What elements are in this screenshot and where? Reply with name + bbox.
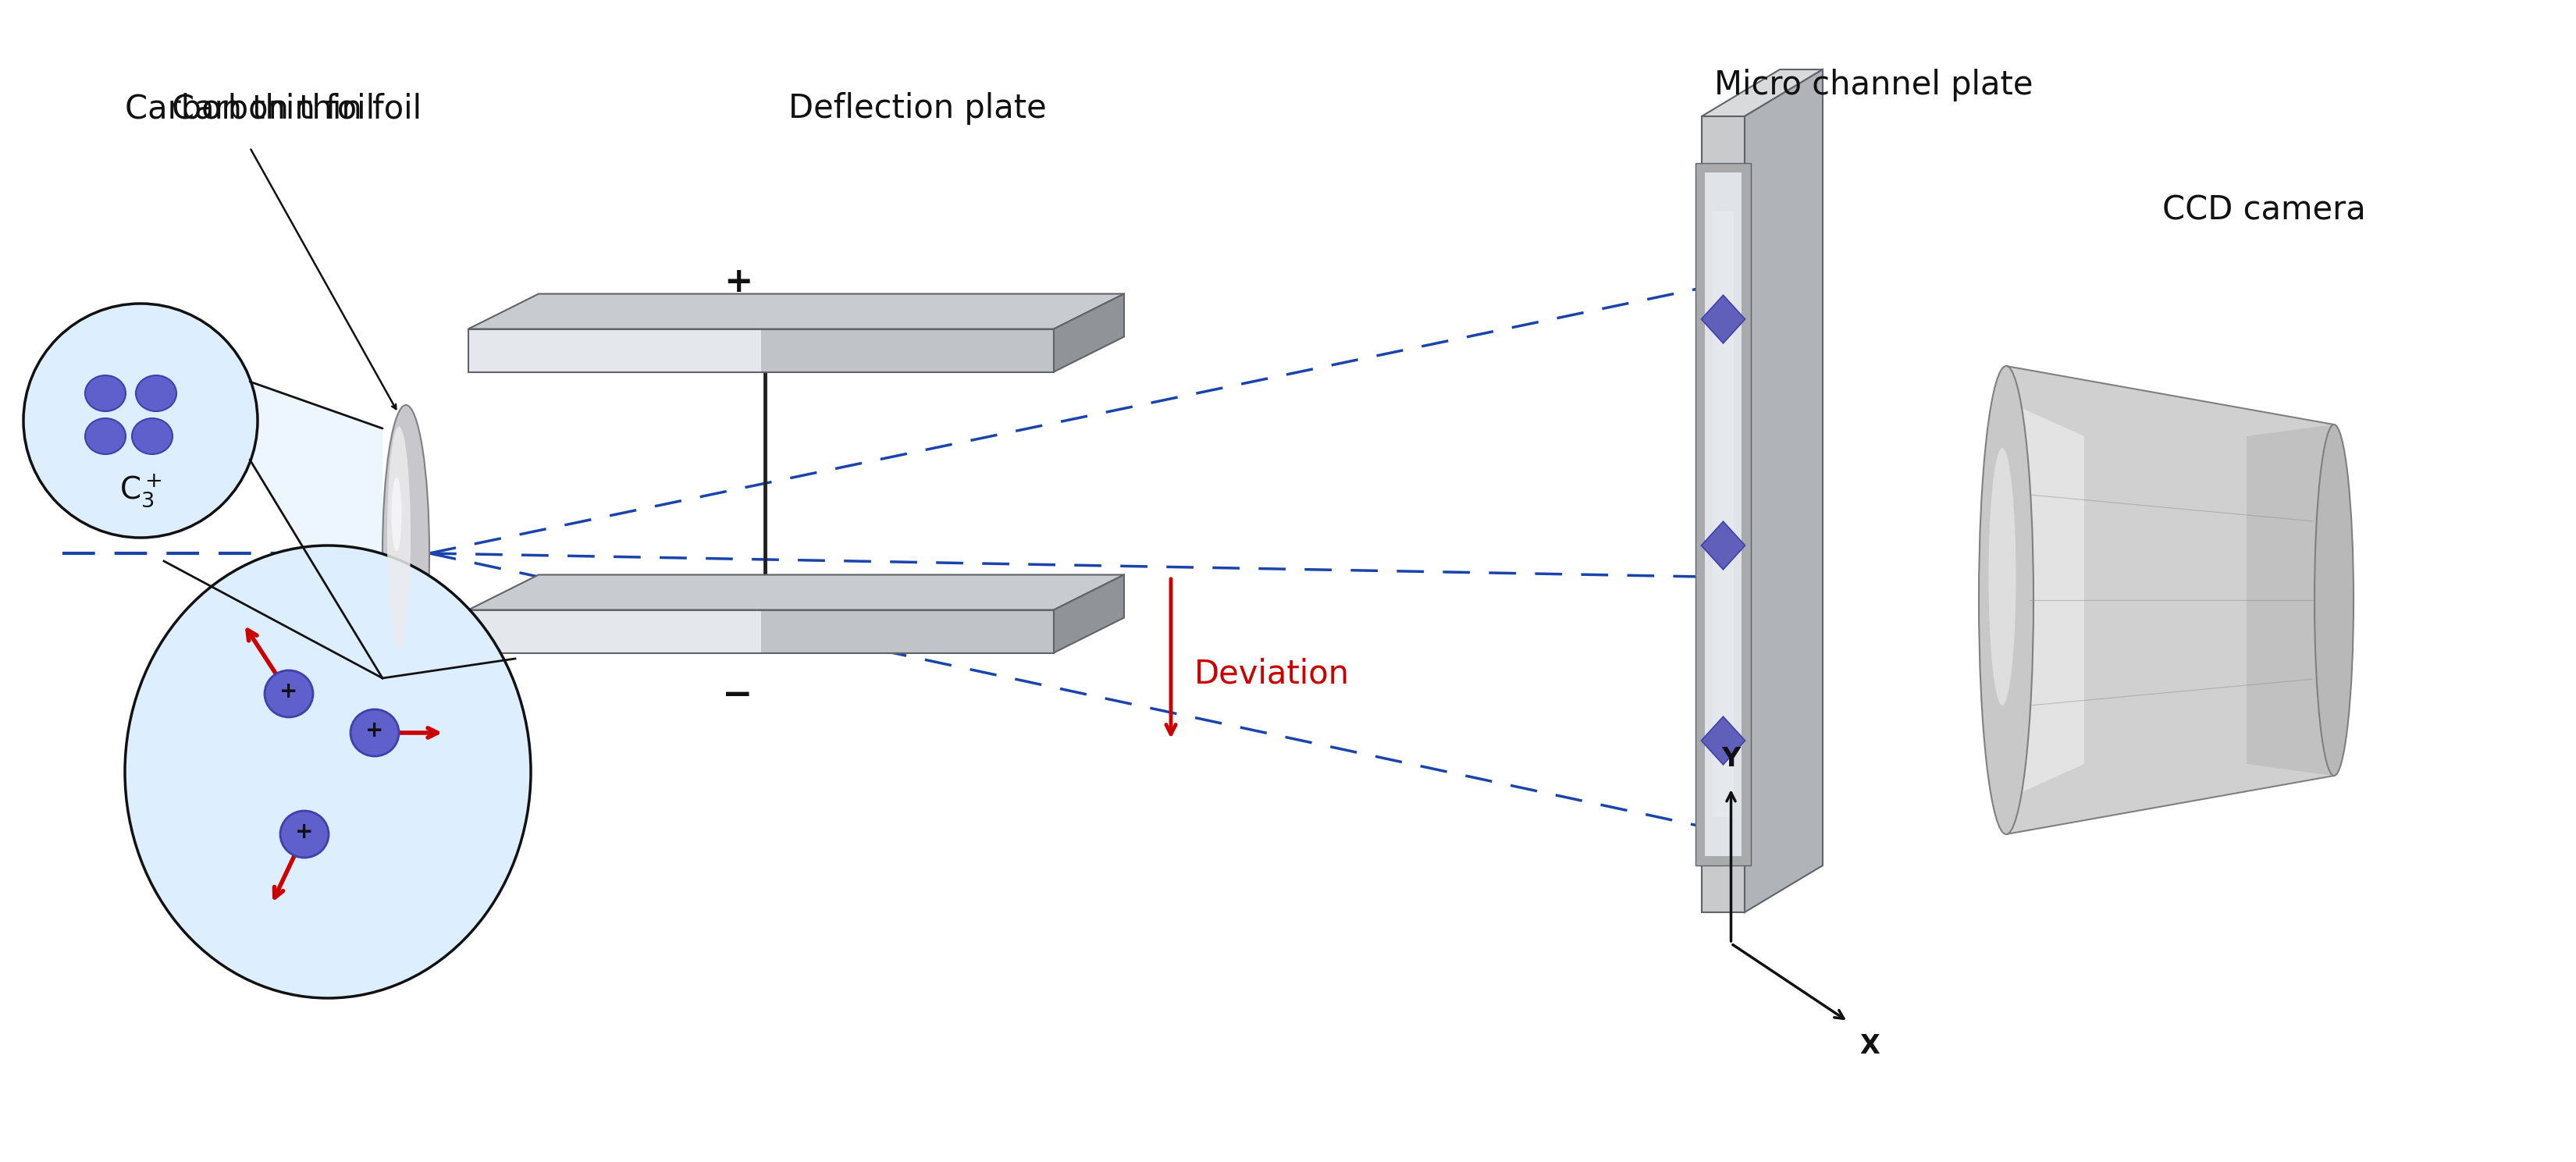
Text: +: +	[296, 822, 314, 842]
Polygon shape	[760, 329, 1054, 372]
Ellipse shape	[1978, 366, 2032, 834]
Polygon shape	[760, 610, 1054, 653]
Polygon shape	[1700, 522, 1744, 569]
Ellipse shape	[350, 709, 399, 756]
Ellipse shape	[2313, 424, 2354, 776]
Text: −: −	[721, 679, 752, 713]
Ellipse shape	[85, 418, 126, 454]
Ellipse shape	[23, 303, 258, 538]
Polygon shape	[1703, 70, 1824, 116]
Ellipse shape	[137, 375, 175, 411]
Polygon shape	[469, 294, 1123, 329]
Polygon shape	[1700, 717, 1744, 765]
Ellipse shape	[85, 375, 126, 411]
Text: $\mathregular{C_3^+}$: $\mathregular{C_3^+}$	[118, 473, 162, 509]
Polygon shape	[1054, 575, 1123, 653]
Polygon shape	[1705, 172, 1741, 856]
Text: Micro channel plate: Micro channel plate	[1713, 69, 2032, 101]
Polygon shape	[469, 575, 1123, 610]
Polygon shape	[1695, 163, 1752, 866]
Text: +: +	[366, 719, 384, 741]
Polygon shape	[1054, 294, 1123, 372]
Polygon shape	[1700, 295, 1744, 343]
Ellipse shape	[265, 670, 314, 717]
Ellipse shape	[381, 406, 430, 702]
Ellipse shape	[386, 426, 410, 648]
Polygon shape	[1703, 116, 1744, 912]
Polygon shape	[1744, 70, 1824, 912]
Polygon shape	[2007, 366, 2334, 834]
Polygon shape	[1713, 211, 1734, 817]
Polygon shape	[2007, 401, 2084, 799]
Text: Carbon thin foil: Carbon thin foil	[124, 92, 374, 124]
Ellipse shape	[124, 545, 531, 998]
Text: X: X	[1860, 1033, 1880, 1059]
Text: Deflection plate: Deflection plate	[788, 92, 1046, 124]
Text: +: +	[724, 265, 752, 299]
Text: Deviation: Deviation	[1195, 658, 1350, 690]
Polygon shape	[469, 610, 760, 653]
Text: Y: Y	[1721, 746, 1741, 772]
Ellipse shape	[1989, 447, 2017, 705]
Ellipse shape	[131, 418, 173, 454]
Text: Carbon thin foil: Carbon thin foil	[173, 92, 422, 124]
Ellipse shape	[392, 478, 402, 551]
Polygon shape	[469, 329, 760, 372]
Ellipse shape	[281, 811, 330, 858]
Text: CCD camera: CCD camera	[2161, 194, 2365, 227]
Polygon shape	[250, 381, 381, 679]
Polygon shape	[2246, 424, 2334, 776]
Text: +: +	[281, 681, 299, 702]
